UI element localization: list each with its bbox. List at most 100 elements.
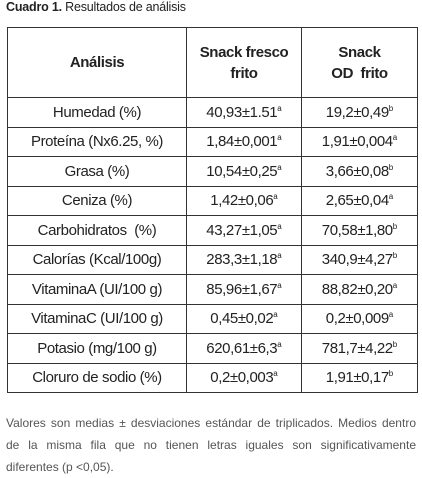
- cell-text: VitaminaC (UI/100 g): [31, 310, 163, 328]
- table-row: VitaminaC (UI/100 g) 0,45±0,02a 0,2±0,009a: [7, 303, 418, 334]
- table-body: Humedad (%) 40,93±1.51a 19,2±0,49b Proteína…: [7, 97, 418, 393]
- significance-letter: a: [277, 251, 282, 261]
- header-line: Análisis: [69, 54, 125, 71]
- analysis-cell: Cloruro de sodio (%): [7, 362, 187, 393]
- significance-letter: b: [392, 339, 398, 349]
- table-row: Grasa (%) 10,54±0,25a 3,66±0,08b: [7, 156, 418, 187]
- table-row: Ceniza (%) 1,42±0,06a 2,65±0,04a: [7, 185, 418, 216]
- value-cell: 88,82±0,20a: [301, 274, 418, 305]
- cell-text: VitaminaA (UI/100 g): [31, 280, 163, 298]
- significance-letter: b: [392, 251, 398, 261]
- cell-value: 1,84±0,001: [206, 133, 278, 151]
- significance-letter: a: [277, 339, 282, 349]
- value-cell: 0,2±0,003a: [186, 362, 302, 393]
- table-row: VitaminaA (UI/100 g) 85,96±1,67a 88,82±0,2…: [7, 274, 418, 305]
- analysis-cell: Ceniza (%): [7, 185, 187, 216]
- results-table: Análisis Snack fresco frito Snack OD frito H…: [7, 27, 418, 393]
- cell-value: 0,45±0,02: [210, 310, 274, 328]
- value-cell: 85,96±1,67a: [186, 274, 302, 305]
- value-cell: 43,27±1,05a: [186, 215, 302, 246]
- significance-letter: b: [388, 162, 394, 172]
- cell-value: 1,91±0,17: [325, 369, 389, 387]
- table-row: Potasio (mg/100 g) 620,61±6,3a 781,7±4,22b: [7, 333, 418, 364]
- table-row: Cloruro de sodio (%) 0,2±0,003a 1,91±0,17b: [7, 362, 418, 393]
- cell-value: 620,61±6,3: [206, 339, 278, 357]
- cell-value: 781,7±4,22: [321, 339, 393, 357]
- significance-letter: a: [392, 280, 398, 290]
- significance-letter: a: [392, 133, 398, 143]
- value-cell: 0,45±0,02a: [186, 303, 302, 334]
- cell-value: 1,42±0,06: [210, 192, 274, 210]
- cell-text: Potasio (mg/100 g): [37, 339, 157, 357]
- significance-letter: a: [277, 103, 282, 113]
- value-cell: 2,65±0,04a: [301, 185, 418, 216]
- cell-text: Humedad (%): [52, 103, 142, 121]
- cell-value: 0,2±0,003: [210, 369, 274, 387]
- cell-text: Ceniza (%): [61, 192, 133, 210]
- cell-value: 85,96±1,67: [206, 280, 278, 298]
- value-cell: 40,93±1.51a: [186, 97, 302, 128]
- significance-letter: b: [388, 369, 394, 379]
- header-line: OD frito: [331, 64, 388, 82]
- analysis-cell: Carbohidratos (%): [7, 215, 187, 246]
- cell-value: 3,66±0,08: [325, 162, 389, 180]
- cell-value: 0,2±0,009: [325, 310, 389, 328]
- value-cell: 1,42±0,06a: [186, 185, 302, 216]
- analysis-cell: Grasa (%): [7, 156, 187, 187]
- value-cell: 1,91±0,17b: [301, 362, 418, 393]
- cell-value: 40,93±1.51: [206, 103, 278, 121]
- value-cell: 340,9±4,27b: [301, 244, 418, 275]
- value-cell: 10,54±0,25a: [186, 156, 302, 187]
- analysis-cell: Proteína (Nx6.25, %): [7, 126, 187, 157]
- caption: Cuadro 1. Resultados de análisis: [6, 0, 186, 14]
- table-row: Calorías (Kcal/100g) 283,3±1,18a 340,9±4,2…: [7, 244, 418, 275]
- header-line: frito: [230, 64, 258, 82]
- cell-value: 88,82±0,20: [321, 280, 393, 298]
- header-cell: Análisis: [7, 27, 187, 98]
- cell-value: 340,9±4,27: [321, 251, 393, 269]
- significance-letter: a: [273, 192, 278, 202]
- value-cell: 1,84±0,001a: [186, 126, 302, 157]
- cell-value: 70,58±1,80: [321, 221, 393, 239]
- value-cell: 3,66±0,08b: [301, 156, 418, 187]
- cell-text: Carbohidratos (%): [37, 221, 157, 239]
- significance-letter: a: [273, 369, 278, 379]
- value-cell: 283,3±1,18a: [186, 244, 302, 275]
- footnote: Valores son medias ± desviaciones estánd…: [6, 416, 416, 474]
- analysis-cell: VitaminaC (UI/100 g): [7, 303, 187, 334]
- value-cell: 620,61±6,3a: [186, 333, 302, 364]
- significance-letter: b: [388, 103, 394, 113]
- significance-letter: a: [277, 162, 282, 172]
- header-line: Snack fresco: [199, 43, 289, 61]
- cell-value: 43,27±1,05: [206, 221, 278, 239]
- analysis-cell: Calorías (Kcal/100g): [7, 244, 187, 275]
- value-cell: 19,2±0,49b: [301, 97, 418, 128]
- value-cell: 781,7±4,22b: [301, 333, 418, 364]
- analysis-cell: Humedad (%): [7, 97, 187, 128]
- header-cell: Snack OD frito: [301, 27, 418, 98]
- header-cell: Snack fresco frito: [186, 27, 302, 98]
- cell-value: 10,54±0,25: [206, 162, 278, 180]
- caption-text: Resultados de análisis: [65, 0, 186, 14]
- header-row: Análisis Snack fresco frito Snack OD frito: [7, 27, 418, 98]
- cell-value: 283,3±1,18: [206, 251, 278, 269]
- value-cell: 0,2±0,009a: [301, 303, 418, 334]
- table-row: Carbohidratos (%) 43,27±1,05a 70,58±1,80b: [7, 215, 418, 246]
- cell-value: 2,65±0,04: [325, 192, 389, 210]
- table-row: Proteína (Nx6.25, %) 1,84±0,001a 1,91±0,00…: [7, 126, 418, 157]
- value-cell: 1,91±0,004a: [301, 126, 418, 157]
- analysis-cell: VitaminaA (UI/100 g): [7, 274, 187, 305]
- cell-text: Cloruro de sodio (%): [32, 369, 162, 387]
- significance-letter: a: [277, 280, 282, 290]
- cell-text: Proteína (Nx6.25, %): [30, 133, 164, 151]
- table-row: Humedad (%) 40,93±1.51a 19,2±0,49b: [7, 97, 418, 128]
- cell-value: 19,2±0,49: [325, 103, 389, 121]
- cell-text: Grasa (%): [64, 162, 130, 180]
- significance-letter: a: [277, 133, 282, 143]
- significance-letter: a: [388, 192, 394, 202]
- value-cell: 70,58±1,80b: [301, 215, 418, 246]
- caption-label: Cuadro 1.: [6, 0, 62, 14]
- significance-letter: a: [388, 310, 394, 320]
- cell-text: Calorías (Kcal/100g): [32, 251, 162, 269]
